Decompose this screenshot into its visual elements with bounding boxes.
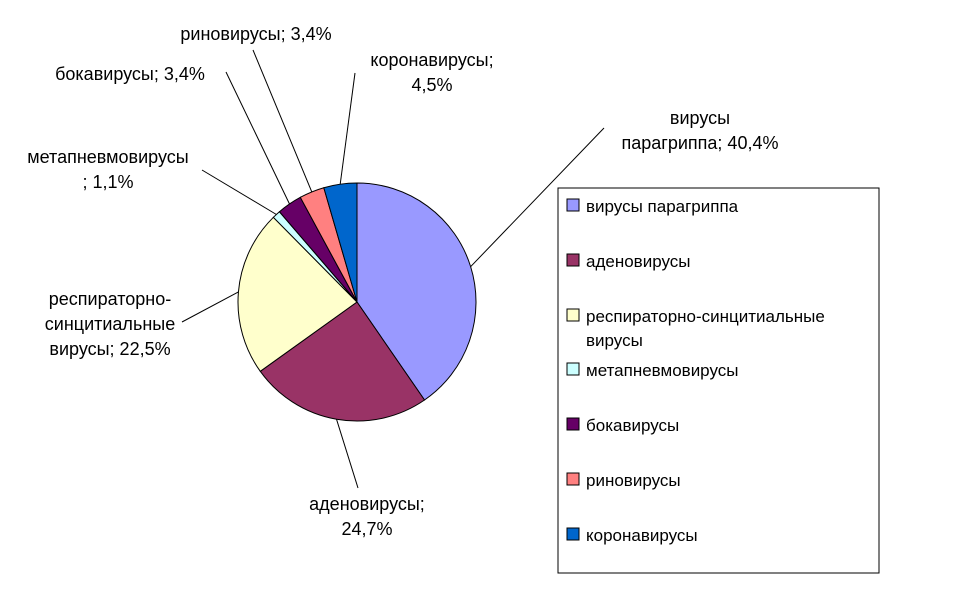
legend-swatch-5 [566,417,580,431]
data-label-7: коронавирусы; 4,5% [370,50,493,95]
legend-frame [557,187,880,574]
leader-lines [181,49,605,489]
leader-line-3 [181,291,239,323]
leader-line-2 [336,419,359,489]
legend-label-5: бокавирусы [586,416,679,435]
data-label-3: респираторно-синцитиальные вирусы; 22,5% [45,289,175,359]
legend: вирусы парагриппа аденовирусы респираторно… [557,187,880,574]
data-label-5: бокавирусы; 3,4% [55,64,205,84]
legend-swatch-2 [566,253,580,267]
legend-label-6: риновирусы [586,471,681,490]
legend-swatch-3 [566,308,580,322]
legend-swatch-4 [566,362,580,376]
leader-line-6 [252,49,313,193]
legend-label-4: метапневмовирусы [586,361,738,380]
leader-line-7 [339,72,356,185]
legend-label-1: вирусы парагриппа [586,197,739,216]
data-label-4: метапневмовирусы; 1,1% [27,147,188,192]
legend-swatch-6 [566,472,580,486]
data-label-2: аденовирусы; 24,7% [309,494,425,539]
legend-swatch-1 [566,198,580,212]
data-label-6: риновирусы; 3,4% [180,24,331,44]
data-labels: вирусы парагриппа; 40,4% аденовирусы; 24,7%… [27,24,778,539]
leader-line-1 [470,127,605,268]
leader-line-4 [201,169,277,215]
leader-line-5 [225,71,290,205]
pie-slice-3 [237,216,358,373]
legend-swatch-7 [566,527,580,541]
pie-slices [237,182,477,422]
data-label-1: вирусы парагриппа; 40,4% [622,108,779,153]
pie-slice-2 [259,301,426,422]
legend-label-2: аденовирусы [586,252,691,271]
legend-label-7: коронавирусы [586,526,698,545]
legend-label-3: респираторно-синцитиальные вирусы [586,307,825,350]
